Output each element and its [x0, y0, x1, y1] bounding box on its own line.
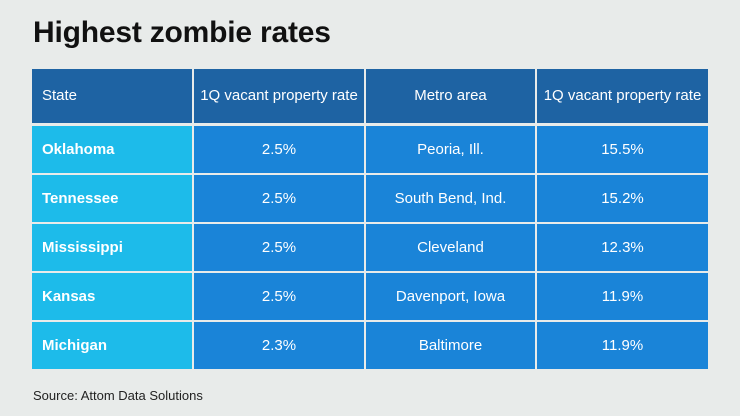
table-cell-r2-c0: Mississippi [32, 224, 192, 271]
table-cell-r3-c2: Davenport, Iowa [366, 273, 535, 320]
table-cell-r2-c1: 2.5% [194, 224, 364, 271]
table-cell-r4-c0: Michigan [32, 322, 192, 369]
table-cell-r3-c1: 2.5% [194, 273, 364, 320]
header-cell-0: State [32, 69, 192, 123]
table-cell-r1-c2: South Bend, Ind. [366, 175, 535, 222]
chart-title: Highest zombie rates [33, 16, 331, 49]
table-cell-r0-c3: 15.5% [537, 126, 708, 173]
table-cell-r0-c2: Peoria, Ill. [366, 126, 535, 173]
data-table: State 1Q vacant property rate Metro area 1Q… [32, 69, 708, 370]
header-cell-3: 1Q vacant property rate [537, 69, 708, 123]
table-cell-r0-c1: 2.5% [194, 126, 364, 173]
table-cell-r3-c0: Kansas [32, 273, 192, 320]
header-cell-1: 1Q vacant property rate [194, 69, 364, 123]
table-cell-r4-c1: 2.3% [194, 322, 364, 369]
table-cell-r1-c1: 2.5% [194, 175, 364, 222]
table-cell-r2-c2: Cleveland [366, 224, 535, 271]
table-cell-r4-c3: 11.9% [537, 322, 708, 369]
header-cell-2: Metro area [366, 69, 535, 123]
table-cell-r3-c3: 11.9% [537, 273, 708, 320]
table-cell-r1-c3: 15.2% [537, 175, 708, 222]
table-cell-r4-c2: Baltimore [366, 322, 535, 369]
source-note: Source: Attom Data Solutions [33, 388, 203, 403]
table-cell-r0-c0: Oklahoma [32, 126, 192, 173]
table-cell-r1-c0: Tennessee [32, 175, 192, 222]
table-cell-r2-c3: 12.3% [537, 224, 708, 271]
